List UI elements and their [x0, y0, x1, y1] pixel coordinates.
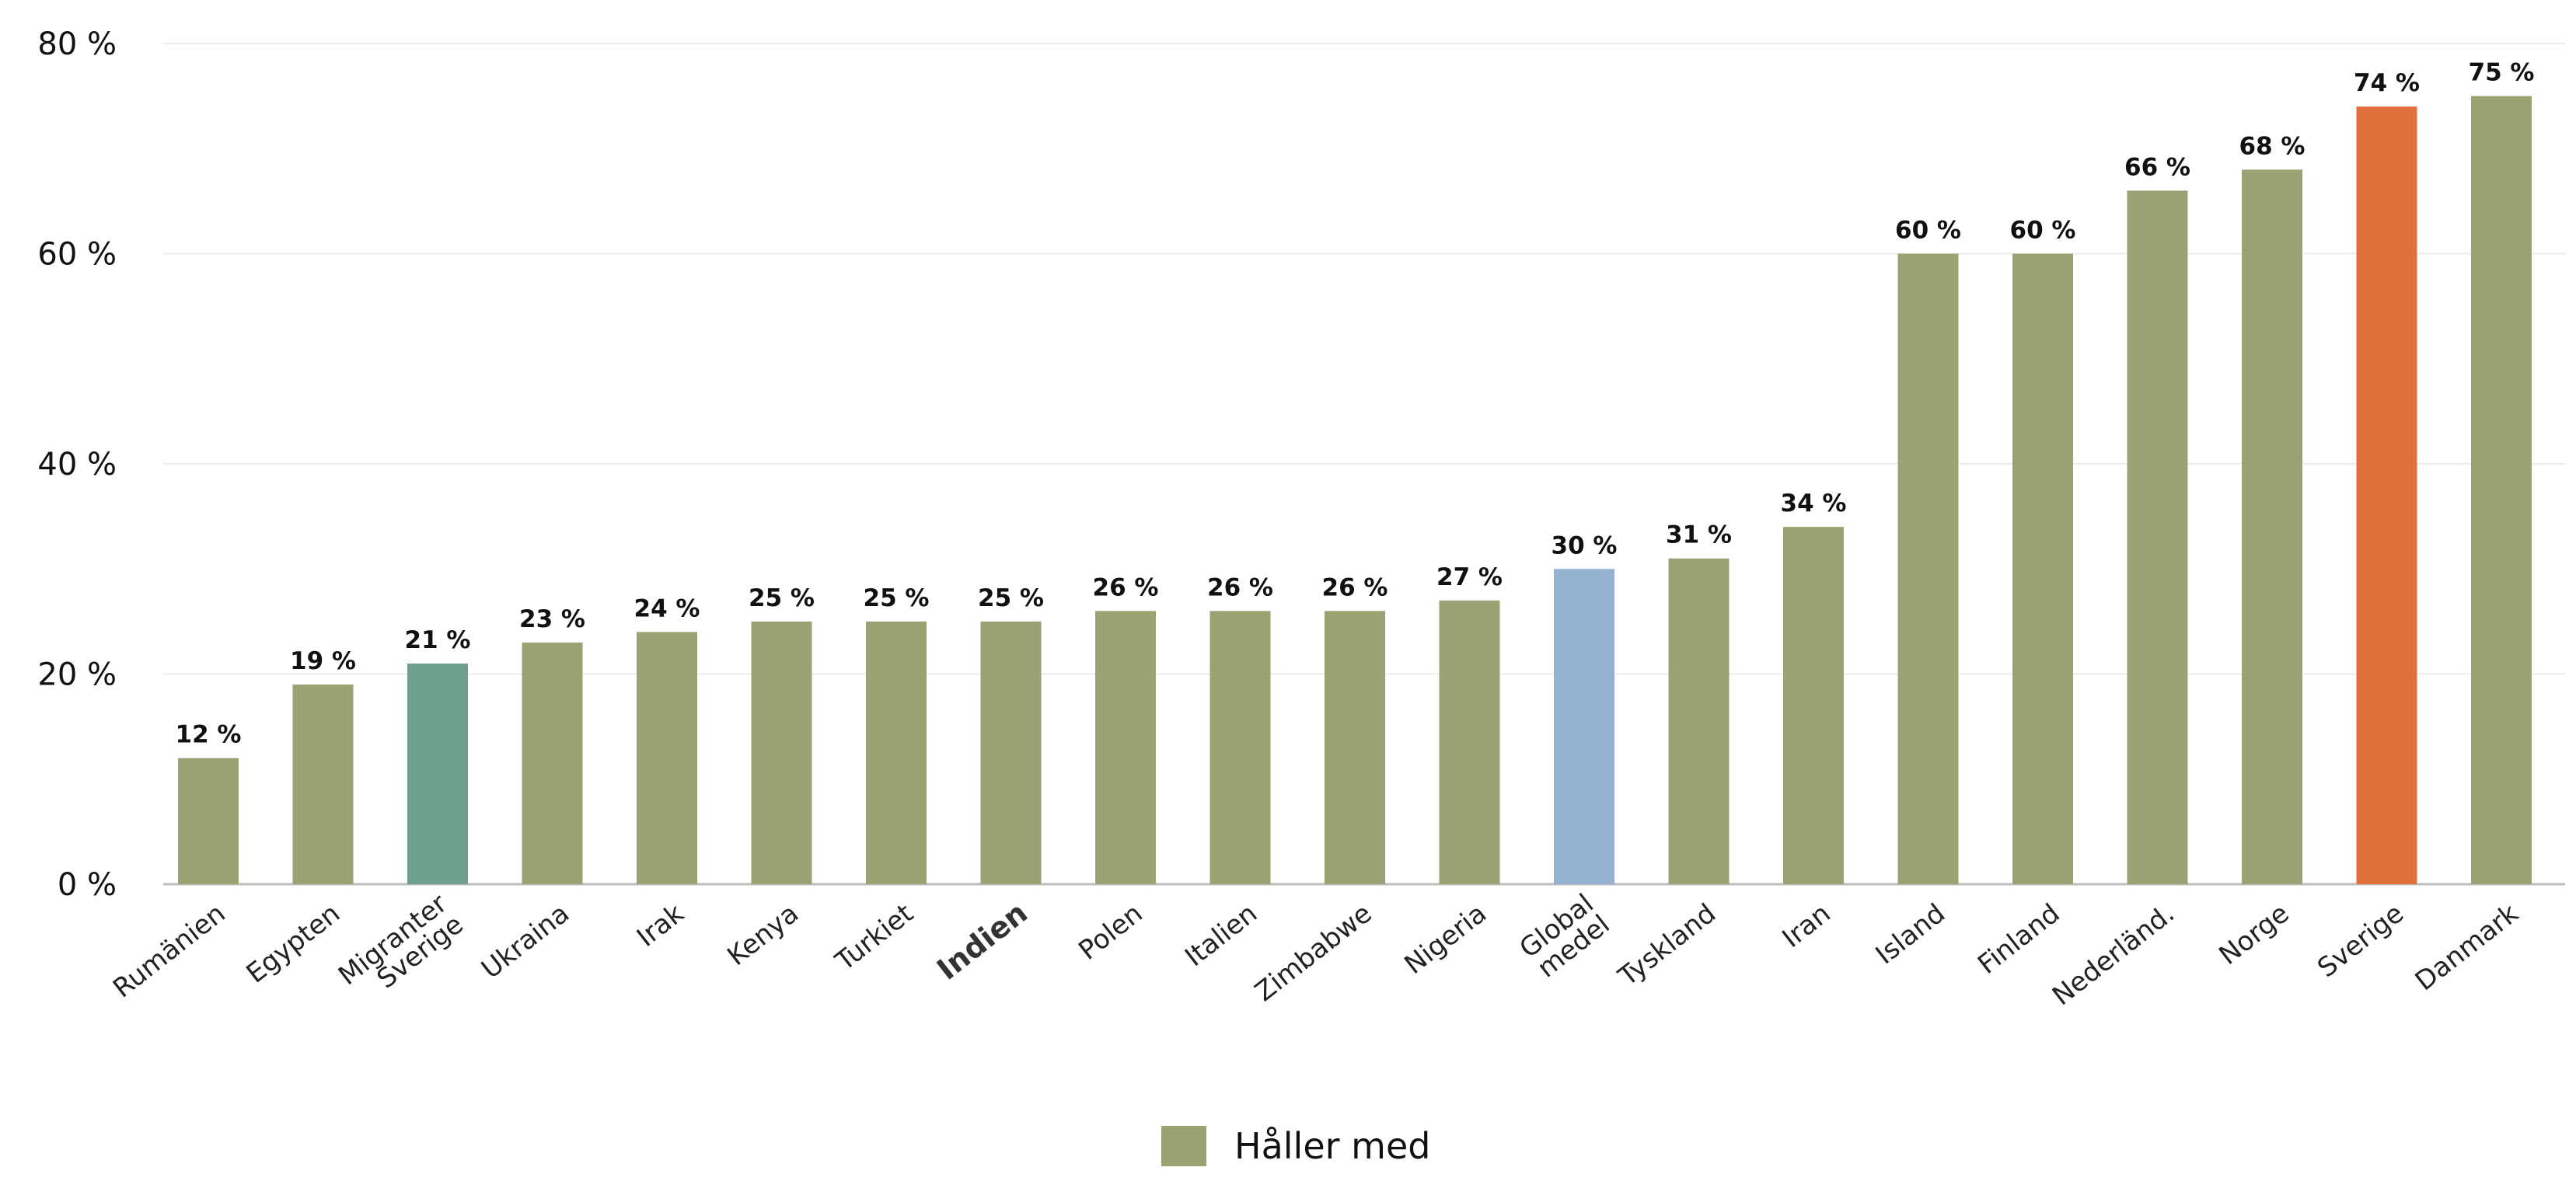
- value-label: 24 %: [634, 594, 700, 622]
- bar: [178, 758, 239, 884]
- value-label: 27 %: [1436, 563, 1503, 591]
- category-label: MigranterSverige: [333, 888, 469, 1012]
- category-label-text: Kenya: [721, 898, 805, 973]
- category-label-text: Nigeria: [1399, 898, 1492, 981]
- value-label: 60 %: [2010, 217, 2076, 245]
- value-label: 30 %: [1552, 531, 1618, 559]
- category-label: Norge: [2213, 898, 2295, 971]
- value-label: 66 %: [2124, 153, 2190, 181]
- bar: [2471, 96, 2532, 884]
- y-tick-label: 40 %: [37, 447, 117, 483]
- category-label: Italien: [1179, 898, 1263, 974]
- category-label: Rumänien: [107, 898, 231, 1005]
- category-label: Turkiet: [829, 898, 920, 978]
- bars: [178, 96, 2532, 885]
- bar: [1209, 611, 1271, 884]
- category-label: Egypten: [241, 898, 346, 990]
- category-label-text: Indien: [930, 895, 1034, 986]
- value-label: 31 %: [1666, 521, 1732, 549]
- value-label: 25 %: [749, 584, 815, 612]
- category-label-text: Irak: [631, 897, 690, 953]
- value-label: 60 %: [1895, 217, 1961, 245]
- category-label: Zimbabwe: [1249, 898, 1377, 1008]
- bar: [751, 621, 812, 884]
- category-label-text: Zimbabwe: [1249, 898, 1377, 1008]
- category-label-text: Turkiet: [829, 898, 920, 978]
- category-label-text: Italien: [1179, 898, 1263, 974]
- y-tick-label: 80 %: [37, 26, 117, 62]
- category-label-text: Egypten: [241, 898, 346, 990]
- value-label: 34 %: [1781, 490, 1847, 517]
- bar: [1668, 558, 1730, 884]
- value-label: 19 %: [290, 647, 356, 675]
- legend: Håller med: [1161, 1125, 1430, 1167]
- category-label: Kenya: [721, 898, 805, 973]
- category-label-text: Norge: [2213, 898, 2295, 971]
- category-label: Sverige: [2312, 898, 2410, 984]
- value-label: 25 %: [978, 584, 1044, 612]
- value-label: 26 %: [1207, 573, 1273, 601]
- y-tick-label: 60 %: [37, 237, 117, 273]
- value-label: 68 %: [2239, 132, 2305, 160]
- y-tick-label: 0 %: [58, 867, 117, 903]
- value-label: 25 %: [864, 584, 930, 612]
- category-label: Danmark: [2410, 897, 2525, 997]
- bar: [407, 663, 468, 884]
- value-label: 21 %: [405, 626, 471, 654]
- category-label-text: Danmark: [2410, 897, 2525, 997]
- category-label-text: Polen: [1073, 898, 1148, 967]
- category-label-text: Globalmedel: [1514, 888, 1616, 985]
- bar: [1325, 611, 1385, 884]
- category-label: Island: [1870, 898, 1951, 971]
- category-label: Tyskland: [1612, 898, 1722, 993]
- bar: [522, 642, 583, 884]
- bar: [1095, 611, 1156, 884]
- legend-label: Håller med: [1234, 1125, 1430, 1167]
- bar: [1439, 600, 1500, 884]
- category-label-text: Ukraina: [476, 898, 575, 985]
- category-label-text: Island: [1870, 898, 1951, 971]
- category-label-text: Sverige: [2312, 898, 2410, 984]
- bar: [292, 685, 354, 884]
- bar: [2127, 190, 2188, 885]
- category-label-text: MigranterSverige: [333, 888, 469, 1012]
- bar: [2356, 106, 2417, 884]
- value-labels: 12 % 19 % 21 % 23 % 24 % 25 % 25 % 25 % 26 % 26 %…: [176, 59, 2535, 749]
- value-label: 75 %: [2469, 59, 2535, 87]
- category-label: Indien: [930, 895, 1034, 986]
- bar: [1554, 569, 1614, 884]
- bar: [2242, 169, 2302, 885]
- category-label-text: Iran: [1777, 898, 1837, 954]
- value-label: 26 %: [1093, 573, 1159, 601]
- value-label: 23 %: [519, 605, 585, 633]
- category-label: Nederländ.: [2047, 898, 2180, 1012]
- category-label-text: Nederländ.: [2047, 898, 2180, 1012]
- category-label: Finland: [1972, 898, 2065, 981]
- y-tick-label: 20 %: [37, 657, 117, 693]
- bar: [637, 632, 697, 884]
- category-label: Globalmedel: [1514, 888, 1616, 985]
- y-axis-ticks: 0 % 20 % 40 % 60 % 80 %: [37, 26, 117, 903]
- value-label: 26 %: [1322, 573, 1388, 601]
- category-label: Irak: [631, 897, 690, 953]
- category-label: Ukraina: [476, 898, 575, 985]
- legend-swatch: [1161, 1126, 1206, 1166]
- bar: [980, 621, 1042, 884]
- bar: [2012, 253, 2073, 884]
- category-label: Polen: [1073, 898, 1148, 967]
- category-label-text: Finland: [1972, 898, 2065, 981]
- bar: [1897, 253, 1959, 884]
- category-label: Nigeria: [1399, 898, 1492, 981]
- value-label: 12 %: [176, 721, 242, 749]
- bar: [866, 621, 927, 884]
- category-label-text: Tyskland: [1612, 898, 1722, 993]
- value-label: 74 %: [2354, 69, 2420, 97]
- category-label-text: Rumänien: [107, 898, 231, 1005]
- bar: [1783, 527, 1844, 884]
- category-label: Iran: [1777, 898, 1837, 954]
